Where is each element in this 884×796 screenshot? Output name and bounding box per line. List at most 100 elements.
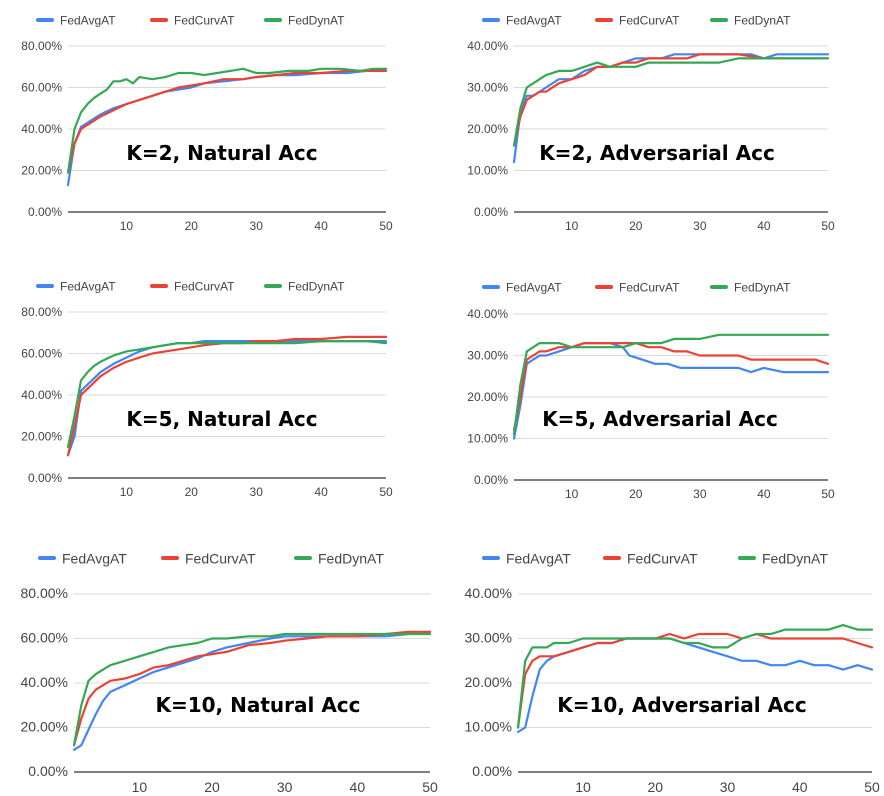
x-tick-label: 30 bbox=[693, 219, 707, 233]
y-tick-label: 40.00% bbox=[21, 674, 68, 690]
x-tick-label: 50 bbox=[864, 779, 880, 795]
series-line-FedCurvAT bbox=[512, 342, 830, 432]
x-tick-label: 30 bbox=[250, 219, 264, 233]
x-tick-label: 50 bbox=[379, 219, 393, 233]
x-tick-label: 50 bbox=[821, 487, 835, 501]
x-tick-label: 40 bbox=[314, 485, 328, 499]
x-tick-label: 10 bbox=[575, 779, 591, 795]
x-tick-label: 20 bbox=[629, 487, 643, 501]
chart-panel-4: 0.00% 20.00% 40.00% 60.00% 80.00% 10 20 30 40 50 F… bbox=[21, 550, 438, 795]
x-tick-label: 50 bbox=[422, 779, 438, 795]
chart-panel-3: 0.00% 10.00% 20.00% 30.00% 40.00% 10 20 30 40 50 F… bbox=[467, 281, 835, 501]
chart-title: K=2, Natural Acc bbox=[126, 141, 317, 165]
legend-label: FedDynAT bbox=[288, 14, 345, 28]
y-tick-label: 40.00% bbox=[465, 585, 512, 601]
x-tick-label: 10 bbox=[120, 219, 134, 233]
series-line-FedDynAT bbox=[72, 632, 432, 747]
y-tick-label: 30.00% bbox=[467, 349, 508, 363]
series-line-FedCurvAT bbox=[66, 69, 388, 174]
series-line-FedDynAT bbox=[66, 340, 388, 448]
legend-label: FedCurvAT bbox=[185, 550, 256, 566]
series-line-FedDynAT bbox=[516, 624, 874, 729]
legend-label: FedDynAT bbox=[288, 280, 345, 294]
x-tick-label: 30 bbox=[250, 485, 264, 499]
series-line-FedAvgAT bbox=[66, 67, 388, 187]
x-tick-label: 30 bbox=[693, 487, 707, 501]
y-tick-label: 20.00% bbox=[467, 390, 508, 404]
chart-title: K=5, Adversarial Acc bbox=[542, 407, 778, 431]
y-tick-label: 40.00% bbox=[467, 307, 508, 321]
legend-label: FedAvgAT bbox=[60, 14, 116, 28]
x-tick-label: 10 bbox=[565, 487, 579, 501]
y-tick-label: 80.00% bbox=[21, 305, 62, 319]
legend-label: FedDynAT bbox=[734, 281, 791, 295]
chart-panel-5: 0.00% 10.00% 20.00% 30.00% 40.00% 10 20 30 40 50 F… bbox=[465, 550, 880, 795]
x-tick-label: 50 bbox=[379, 485, 393, 499]
y-tick-label: 60.00% bbox=[21, 347, 62, 361]
x-tick-label: 40 bbox=[757, 487, 771, 501]
x-tick-label: 20 bbox=[204, 779, 220, 795]
series-line-FedAvgAT bbox=[66, 340, 388, 457]
chart-title: K=10, Natural Acc bbox=[155, 693, 360, 717]
y-tick-label: 0.00% bbox=[28, 471, 62, 485]
series-line-FedCurvAT bbox=[512, 53, 830, 147]
x-tick-label: 20 bbox=[629, 219, 643, 233]
y-tick-label: 40.00% bbox=[21, 388, 62, 402]
series-line-FedAvgAT bbox=[512, 342, 830, 440]
y-tick-label: 40.00% bbox=[467, 39, 508, 53]
x-tick-label: 20 bbox=[185, 485, 199, 499]
legend-label: FedCurvAT bbox=[174, 14, 235, 28]
y-tick-label: 10.00% bbox=[467, 164, 508, 178]
x-tick-label: 30 bbox=[720, 779, 736, 795]
series-line-FedDynAT bbox=[512, 57, 830, 147]
series-line-FedDynAT bbox=[66, 67, 388, 174]
x-tick-label: 40 bbox=[314, 219, 328, 233]
chart-panel-2: 0.00% 20.00% 40.00% 60.00% 80.00% 10 20 30 40 50 F… bbox=[21, 280, 393, 499]
legend-label: FedAvgAT bbox=[60, 280, 116, 294]
y-tick-label: 20.00% bbox=[21, 164, 62, 178]
legend-label: FedDynAT bbox=[318, 550, 384, 566]
chart-title: K=2, Adversarial Acc bbox=[539, 141, 775, 165]
legend-label: FedDynAT bbox=[734, 14, 791, 28]
series-line-FedDynAT bbox=[512, 333, 830, 436]
x-tick-label: 10 bbox=[132, 779, 148, 795]
y-tick-label: 80.00% bbox=[21, 585, 68, 601]
x-tick-label: 40 bbox=[350, 779, 366, 795]
y-tick-label: 10.00% bbox=[465, 719, 512, 735]
y-tick-label: 0.00% bbox=[474, 205, 508, 219]
series-line-FedAvgAT bbox=[516, 637, 874, 734]
y-tick-label: 80.00% bbox=[21, 39, 62, 53]
y-tick-label: 60.00% bbox=[21, 81, 62, 95]
x-tick-label: 40 bbox=[757, 219, 771, 233]
legend-label: FedAvgAT bbox=[62, 550, 127, 566]
chart-title: K=5, Natural Acc bbox=[126, 407, 317, 431]
y-tick-label: 0.00% bbox=[28, 763, 68, 779]
y-tick-label: 0.00% bbox=[28, 205, 62, 219]
y-tick-label: 0.00% bbox=[474, 473, 508, 487]
chart-panel-1: 0.00% 10.00% 20.00% 30.00% 40.00% 10 20 30 40 50 F… bbox=[467, 14, 835, 233]
legend-label: FedAvgAT bbox=[506, 14, 562, 28]
legend-label: FedCurvAT bbox=[619, 14, 680, 28]
x-tick-label: 10 bbox=[120, 485, 134, 499]
chart-title: K=10, Adversarial Acc bbox=[557, 693, 807, 717]
y-tick-label: 20.00% bbox=[21, 430, 62, 444]
legend-label: FedCurvAT bbox=[627, 550, 698, 566]
y-tick-label: 0.00% bbox=[472, 763, 512, 779]
x-tick-label: 50 bbox=[821, 219, 835, 233]
y-tick-label: 20.00% bbox=[21, 719, 68, 735]
series-line-FedCurvAT bbox=[66, 335, 388, 457]
legend-label: FedAvgAT bbox=[506, 550, 571, 566]
y-tick-label: 20.00% bbox=[467, 122, 508, 136]
y-tick-label: 30.00% bbox=[465, 630, 512, 646]
y-tick-label: 30.00% bbox=[467, 81, 508, 95]
chart-panel-0: 0.00% 20.00% 40.00% 60.00% 80.00% 10 20 30 40 50 F… bbox=[21, 14, 393, 233]
y-tick-label: 40.00% bbox=[21, 122, 62, 136]
legend-label: FedDynAT bbox=[762, 550, 828, 566]
y-tick-label: 20.00% bbox=[465, 674, 512, 690]
x-tick-label: 40 bbox=[792, 779, 808, 795]
y-tick-label: 10.00% bbox=[467, 432, 508, 446]
x-tick-label: 20 bbox=[647, 779, 663, 795]
legend-label: FedAvgAT bbox=[506, 281, 562, 295]
x-tick-label: 30 bbox=[277, 779, 293, 795]
